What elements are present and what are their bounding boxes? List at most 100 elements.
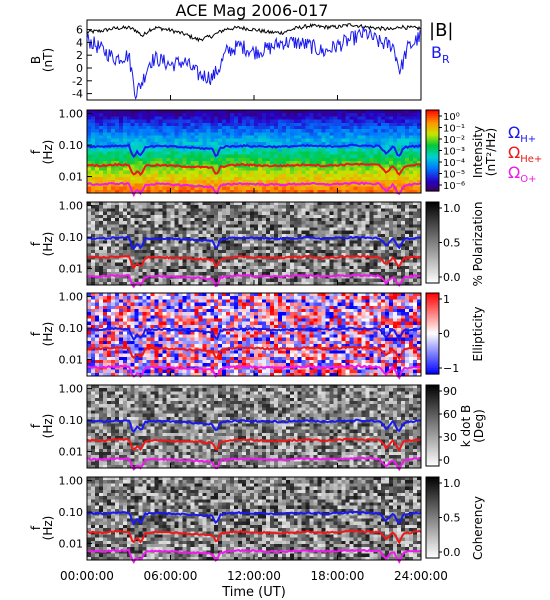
field-yunit: (nT) bbox=[41, 48, 55, 72]
pol-yunit: (Hz) bbox=[41, 232, 55, 257]
cyclotron-line-o-plus bbox=[86, 456, 422, 472]
y-tick-label: 1.00 bbox=[59, 383, 84, 396]
colorbar-tick-label: 10⁻⁵ bbox=[443, 170, 465, 181]
kdotb-colorbar-unit: (Deg) bbox=[472, 409, 486, 443]
y-tick-label: 1.00 bbox=[59, 291, 84, 304]
legend-radial-field: BR bbox=[431, 43, 450, 66]
time-axis-ticks: 00:00:00 06:00:00 12:00:00 18:00:00 24:00:00 bbox=[60, 95, 448, 583]
cyclotron-line-he-plus bbox=[86, 162, 422, 177]
legend-omega-h-sub: H+ bbox=[520, 134, 536, 145]
y-tick-label: 0.01 bbox=[59, 446, 84, 459]
cyclotron-line-h-plus bbox=[86, 143, 422, 159]
coherency-colorbar-label: Coherency bbox=[471, 496, 485, 560]
legend-omega-he: ΩHe+ bbox=[508, 143, 542, 165]
legend-radial-field-label: B bbox=[431, 43, 442, 62]
y-tick-label: 0.01 bbox=[59, 263, 84, 276]
colorbar-tick-label: −1 bbox=[443, 362, 459, 375]
cyclotron-line-o-plus bbox=[86, 181, 422, 198]
series-line-radial-b bbox=[86, 26, 422, 100]
pol-ylabel: f bbox=[29, 241, 43, 246]
y-tick-label: 0.01 bbox=[59, 538, 84, 551]
x-tick-label: 00:00:00 bbox=[60, 569, 114, 583]
colorbar-tick-label: 10⁻³ bbox=[443, 147, 465, 158]
y-tick-label: -4 bbox=[72, 88, 83, 101]
legend-omega-o-label: Ω bbox=[508, 163, 520, 182]
colorbar-tick-label: 1.0 bbox=[443, 477, 461, 490]
cyclotron-line-h-plus bbox=[86, 235, 422, 251]
intensity-colorbar-label: Intensity bbox=[471, 126, 485, 178]
legend-radial-field-sub: R bbox=[442, 53, 450, 66]
cyclotron-line-he-plus bbox=[86, 345, 422, 361]
x-tick-label: 18:00:00 bbox=[311, 569, 365, 583]
time-axis-label: Time (UT) bbox=[221, 585, 286, 600]
y-tick-label: 0 bbox=[76, 62, 83, 75]
y-tick-label: 0.10 bbox=[59, 231, 84, 244]
colorbar-tick-label: 0.0 bbox=[443, 271, 461, 284]
legend-omega-he-label: Ω bbox=[508, 143, 520, 162]
kdotb-colorbar-label: k dot B bbox=[459, 405, 473, 447]
x-tick-label: 24:00:00 bbox=[394, 569, 448, 583]
ellipticity-colorbar-label: Ellipticity bbox=[471, 307, 485, 362]
colorbar-tick-label: 10⁻² bbox=[443, 135, 465, 146]
psd-ylabel: f bbox=[29, 149, 43, 154]
y-tick-label: 1.00 bbox=[59, 108, 84, 121]
legend-omega-h-label: Ω bbox=[508, 123, 520, 142]
cyclotron-line-o-plus bbox=[86, 364, 422, 380]
heatmap-cells bbox=[87, 293, 422, 377]
ell-yunit: (Hz) bbox=[41, 322, 55, 347]
cyclotron-line-he-plus bbox=[86, 437, 422, 452]
spectrogram-ellipticity: 1.00 0.10 0.01 bbox=[59, 291, 422, 380]
spectrogram-k-dot-b: 1.00 0.10 0.01 bbox=[59, 383, 422, 472]
y-tick-label: 0.10 bbox=[59, 414, 84, 427]
colorbar-tick-label: 10⁰ bbox=[443, 112, 460, 123]
y-tick-label: 0.10 bbox=[59, 139, 84, 152]
colorbar-tick-label: 0.5 bbox=[443, 512, 461, 525]
psd-yunit: (Hz) bbox=[41, 140, 55, 165]
colorbar-tick-label: 90 bbox=[443, 385, 457, 398]
colorbar-frame bbox=[425, 384, 440, 467]
colorbar-tick-label: 0.5 bbox=[443, 237, 461, 250]
cyclotron-line-he-plus bbox=[86, 529, 422, 545]
colorbar-ellipticity: 1 0 −1 bbox=[425, 292, 459, 375]
colorbar-tick-label: 0 bbox=[443, 328, 450, 341]
colorbar-tick-label: 1 bbox=[443, 293, 450, 306]
legend-absolute-field: |B| bbox=[429, 20, 453, 41]
spectrogram-coherency: 1.00 0.10 0.01 bbox=[59, 475, 422, 565]
y-tick-label: 1.00 bbox=[59, 475, 84, 488]
spectrogram-panels: 1.000.100.011.000.100.011.000.100.011.00… bbox=[59, 108, 422, 565]
y-tick-label: 0.01 bbox=[59, 171, 84, 184]
cyclotron-line-o-plus bbox=[86, 273, 422, 289]
panel-frame bbox=[86, 19, 422, 101]
colorbar-tick-label: 10⁻⁶ bbox=[443, 181, 465, 192]
legend-omega-o: ΩO+ bbox=[508, 163, 536, 185]
spectrogram-power-spectral-density: 1.00 0.10 0.01 bbox=[59, 108, 422, 198]
y-tick-label: 6 bbox=[76, 24, 83, 37]
y-tick-label: 1.00 bbox=[59, 200, 84, 213]
y-tick-label: -2 bbox=[72, 75, 83, 88]
spectrogram-percent-polarization: 1.00 0.10 0.01 bbox=[59, 200, 422, 289]
y-tick-label: 0.01 bbox=[59, 354, 84, 367]
kdb-ylabel: f bbox=[29, 423, 43, 428]
series-line-absolute-b bbox=[86, 22, 422, 43]
cyclotron-legend: ΩH+ ΩHe+ ΩO+ bbox=[508, 123, 542, 185]
colorbar-coherency: 1.0 0.5 0.0 bbox=[425, 476, 461, 559]
colorbar-tick-label: 0 bbox=[443, 454, 450, 467]
y-tick-label: 0.10 bbox=[59, 506, 84, 519]
colorbar-percent-polarization: 1.0 0.5 0.0 bbox=[425, 201, 461, 284]
legend-omega-h: ΩH+ bbox=[508, 123, 536, 145]
y-tick-label: 2 bbox=[76, 49, 83, 62]
colorbar-tick-label: 30 bbox=[443, 431, 457, 444]
y-tick-label: 4 bbox=[76, 36, 83, 49]
coh-yunit: (Hz) bbox=[41, 516, 55, 541]
cyclotron-line-h-plus bbox=[86, 510, 422, 526]
cyclotron-line-he-plus bbox=[86, 254, 422, 270]
x-tick-label: 12:00:00 bbox=[227, 569, 281, 583]
x-tick-label: 06:00:00 bbox=[144, 569, 198, 583]
colorbar-tick-label: 0.0 bbox=[443, 546, 461, 559]
ell-ylabel: f bbox=[29, 331, 43, 336]
y-tick-label: 0.10 bbox=[59, 322, 84, 335]
